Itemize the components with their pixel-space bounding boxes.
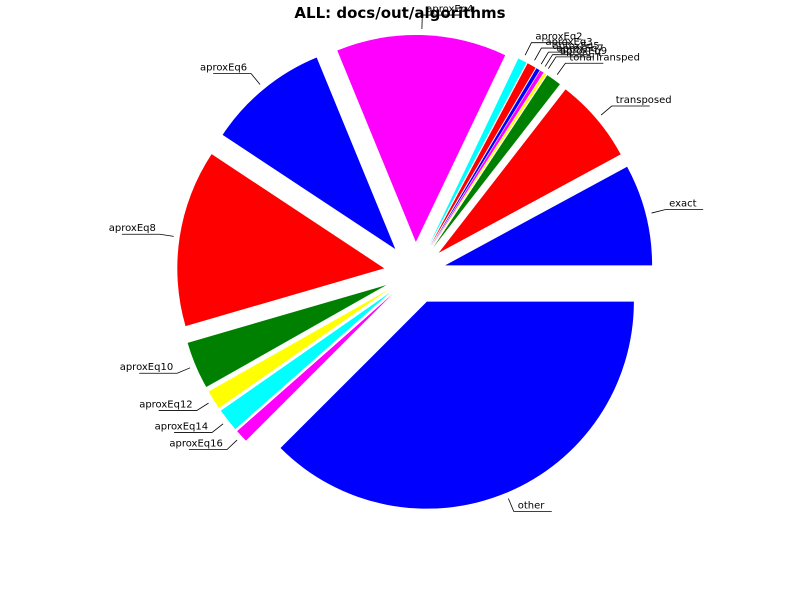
slice-label-aproxEq6: aproxEq6 bbox=[200, 63, 247, 74]
pie-slice-aproxEq14 bbox=[220, 292, 391, 430]
pie-slice-aproxEq5 bbox=[431, 68, 540, 247]
pie-slices bbox=[177, 34, 653, 509]
leader-line-aproxEq16 bbox=[188, 439, 238, 451]
slice-label-aproxEq5: aproxEq5 bbox=[552, 41, 599, 52]
slice-label-exact: exact bbox=[669, 199, 697, 210]
slice-label-aproxEq4: aproxEq4 bbox=[426, 4, 473, 15]
slice-label-aproxEq16: aproxEq16 bbox=[169, 439, 223, 450]
leader-line-exact bbox=[651, 209, 704, 214]
leader-line-aproxEq8 bbox=[121, 233, 174, 237]
pie-slice-aproxEq12 bbox=[208, 289, 389, 409]
pie-slice-aproxEq2 bbox=[429, 58, 527, 246]
pie-slice-exact bbox=[445, 166, 653, 266]
pie-slice-aproxEq3 bbox=[430, 63, 536, 246]
leader-line-aproxEq12 bbox=[158, 402, 209, 411]
pie-slice-aproxEq10 bbox=[187, 285, 387, 388]
leader-line-aproxEq4 bbox=[421, 14, 461, 30]
pie-slice-aproxEq9 bbox=[431, 72, 547, 247]
pie-slice-tonalTransped bbox=[433, 75, 560, 248]
slice-label-aproxEq14: aproxEq14 bbox=[155, 421, 209, 432]
leader-line-tonalTransped bbox=[556, 62, 604, 75]
leader-line-aproxEq9 bbox=[548, 56, 594, 69]
leader-line-transposed bbox=[600, 105, 650, 116]
slice-label-aproxEq10: aproxEq10 bbox=[120, 362, 174, 373]
leader-line-aproxEq3 bbox=[534, 47, 580, 61]
pie-slice-other bbox=[280, 301, 634, 509]
leader-line-aproxEq6 bbox=[213, 73, 261, 85]
leader-line-aproxEq5 bbox=[540, 51, 587, 65]
leader-line-aproxEq14 bbox=[174, 423, 224, 433]
pie-slice-aproxEq8 bbox=[177, 154, 385, 327]
pie-slice-aproxEq7 bbox=[431, 70, 544, 247]
slice-label-aproxEq9: aproxEq9 bbox=[560, 46, 607, 57]
leader-line-other bbox=[508, 498, 552, 512]
slice-label-aproxEq2: aproxEq2 bbox=[535, 32, 582, 43]
pie-slice-aproxEq6 bbox=[222, 57, 396, 250]
pie-slice-aproxEq4 bbox=[337, 34, 506, 242]
slice-label-aproxEq7: aproxEq7 bbox=[557, 44, 604, 55]
slice-label-aproxEq8: aproxEq8 bbox=[109, 223, 156, 234]
slice-label-aproxEq12: aproxEq12 bbox=[139, 400, 193, 411]
slice-label-other: other bbox=[518, 500, 546, 511]
slice-label-tonalTransped: tonalTransped bbox=[569, 52, 640, 63]
chart-title: ALL: docs/out/algorithms bbox=[294, 4, 505, 22]
leader-line-aproxEq7 bbox=[544, 54, 591, 67]
pie-slice-aproxEq16 bbox=[237, 294, 393, 441]
slice-label-aproxEq3: aproxEq3 bbox=[545, 37, 592, 48]
slice-label-transposed: transposed bbox=[616, 95, 672, 106]
leader-line-aproxEq2 bbox=[524, 42, 570, 56]
pie-labels: other aproxEq16 aproxEq14 aproxEq12 aproxEq1… bbox=[109, 4, 704, 512]
pie-slice-transposed bbox=[438, 89, 621, 253]
leader-line-aproxEq10 bbox=[139, 367, 191, 374]
